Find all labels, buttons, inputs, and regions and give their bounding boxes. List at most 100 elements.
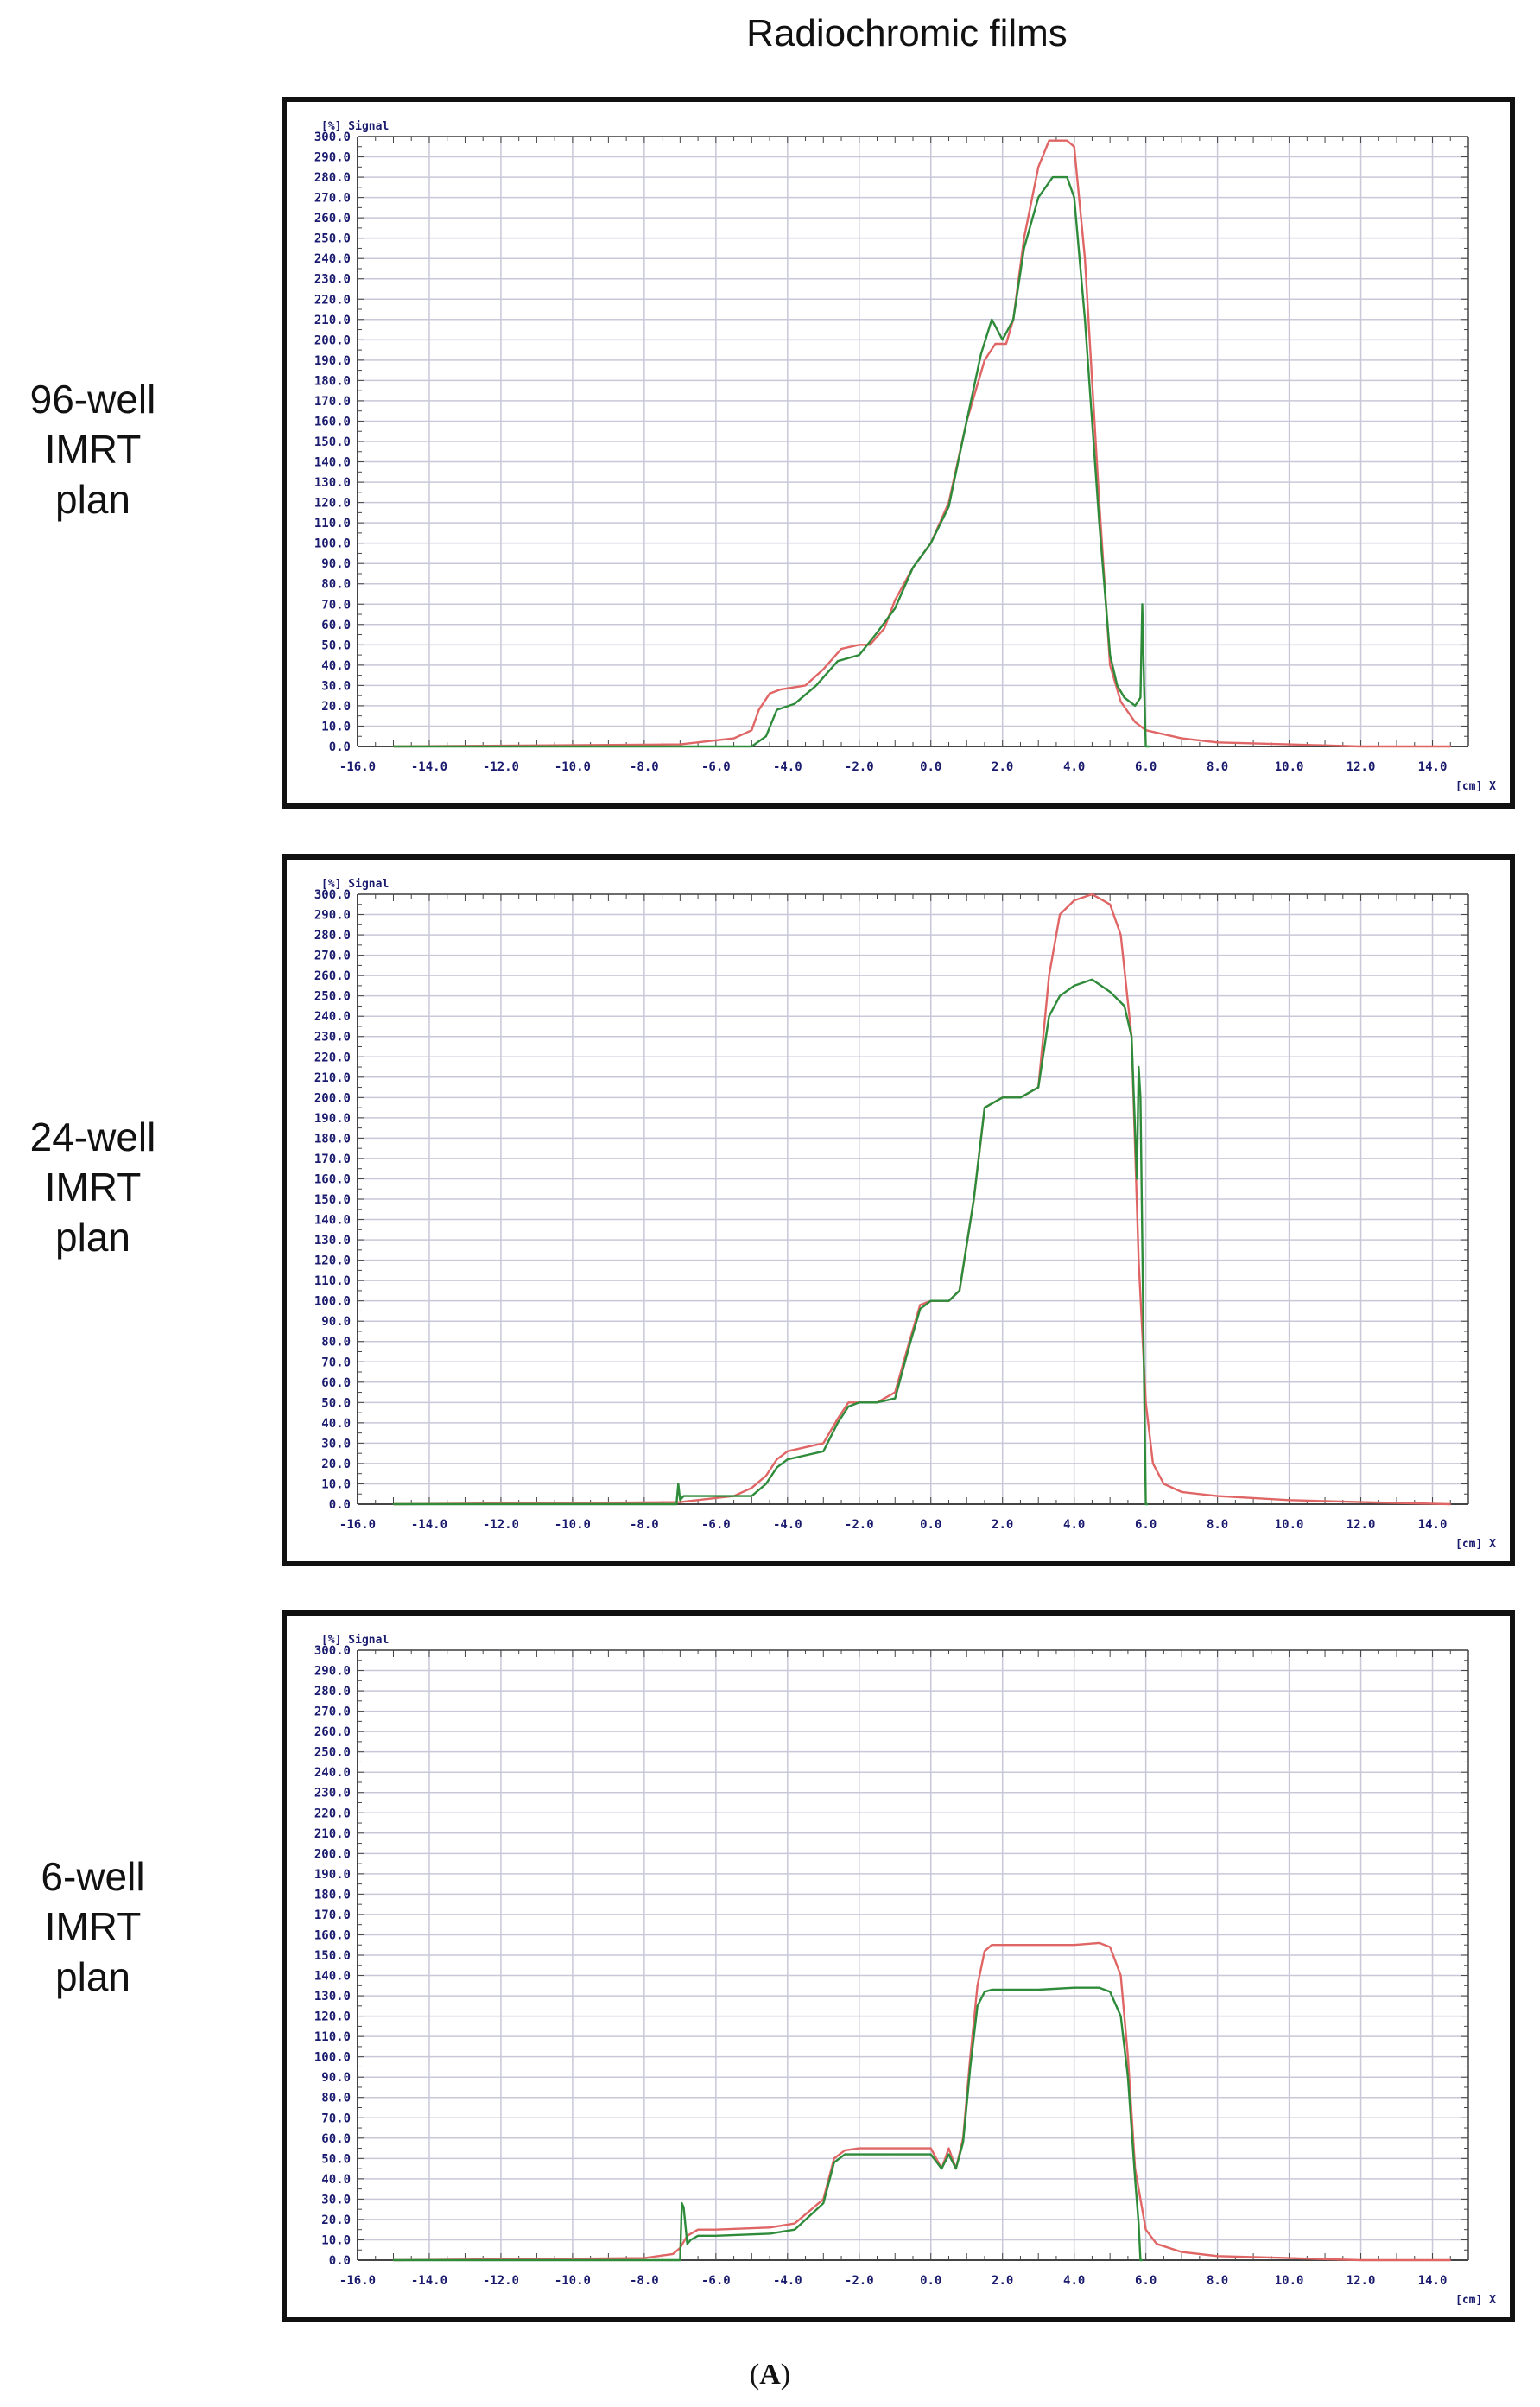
- data-point: [1127, 2055, 1129, 2058]
- y-tick-label: 0.0: [329, 2254, 351, 2268]
- data-point: [1012, 319, 1014, 321]
- data-point: [1449, 1503, 1452, 1505]
- data-point: [847, 1401, 850, 1404]
- data-point: [787, 1451, 789, 1452]
- y-tick-label: 20.0: [321, 2213, 351, 2227]
- y-tick-label: 60.0: [321, 1376, 351, 1390]
- data-point: [929, 2147, 932, 2150]
- y-tick-label: 30.0: [321, 679, 351, 693]
- data-point: [858, 2147, 860, 2150]
- y-tick-label: 20.0: [321, 700, 351, 714]
- data-point: [1181, 1491, 1182, 1493]
- data-point: [679, 1501, 681, 1503]
- data-point: [1134, 2178, 1136, 2180]
- x-tick-label: -4.0: [773, 760, 802, 774]
- data-point: [1146, 1503, 1149, 1505]
- data-point: [947, 2153, 950, 2156]
- data-point: [1216, 1495, 1219, 1497]
- data-point: [1073, 899, 1075, 901]
- chart-panel-24-well: -16.0 -14.0 -12.0 -10.0 -8.0 -6.0 -4.0 -2.0 0.0 2…: [282, 854, 1515, 1566]
- y-tick-label: 110.0: [314, 1274, 351, 1288]
- series-line-green: [393, 175, 1150, 748]
- chart-panel-96-well: -16.0 -14.0 -12.0 -10.0 -8.0 -6.0 -4.0 -2.0 0.0 2…: [282, 97, 1515, 809]
- y-tick-label: 160.0: [314, 1172, 351, 1186]
- x-tick-label: 14.0: [1418, 760, 1448, 774]
- y-tick-label: 80.0: [321, 2092, 351, 2105]
- data-point: [1216, 2255, 1219, 2258]
- data-point: [1019, 1096, 1022, 1099]
- y-tick-label: 250.0: [314, 1746, 351, 1760]
- data-point: [1134, 721, 1136, 723]
- x-tick-label: 8.0: [1207, 760, 1228, 774]
- data-point: [954, 2168, 957, 2169]
- data-point: [1116, 684, 1119, 687]
- data-point: [1144, 2228, 1147, 2231]
- x-tick-label: -14.0: [411, 1518, 447, 1532]
- y-tick-label: 140.0: [314, 1970, 351, 1984]
- data-point: [919, 1304, 922, 1306]
- y-tick-label: 180.0: [314, 1888, 351, 1902]
- y-tick-label: 250.0: [314, 990, 351, 1004]
- data-point: [697, 2234, 699, 2237]
- data-point: [894, 2147, 897, 2150]
- data-point: [681, 2202, 683, 2204]
- y-tick-label: 60.0: [321, 619, 351, 632]
- y-tick-label: 30.0: [321, 1437, 351, 1451]
- data-point: [1037, 196, 1039, 199]
- data-point: [1119, 1974, 1122, 1977]
- y-tick-label: 120.0: [314, 2010, 351, 2024]
- data-point: [837, 1418, 839, 1419]
- data-point: [776, 1466, 778, 1469]
- data-point: [682, 1495, 685, 1497]
- data-point: [894, 607, 897, 609]
- data-point: [1073, 145, 1075, 148]
- y-tick-label: 0.0: [329, 740, 351, 754]
- y-tick-label: 280.0: [314, 929, 351, 943]
- data-point: [1109, 1946, 1111, 1948]
- data-point: [1127, 2076, 1129, 2078]
- data-point: [1023, 247, 1025, 250]
- x-tick-label: -12.0: [483, 760, 519, 774]
- data-point: [1288, 1499, 1290, 1502]
- y-tick-label: 230.0: [314, 273, 351, 287]
- data-point: [1051, 176, 1054, 178]
- x-tick-label: -8.0: [630, 2274, 659, 2288]
- y-tick-label: 120.0: [314, 497, 351, 511]
- data-point: [1156, 2243, 1157, 2245]
- data-point: [1001, 339, 1004, 341]
- data-point: [919, 1308, 922, 1310]
- data-point: [765, 735, 767, 738]
- data-point: [1059, 913, 1061, 916]
- data-point: [984, 1107, 985, 1108]
- y-axis-title: [%] Signal: [321, 878, 389, 891]
- y-tick-label: 110.0: [314, 517, 351, 530]
- data-point: [844, 2153, 846, 2156]
- data-point: [1359, 2259, 1362, 2261]
- data-point: [715, 2228, 717, 2231]
- data-point: [1181, 737, 1182, 740]
- data-point: [732, 737, 735, 740]
- data-point: [1144, 1503, 1147, 1505]
- y-tick-label: 170.0: [314, 1153, 351, 1166]
- x-tick-label: -6.0: [701, 760, 731, 774]
- y-tick-label: 300.0: [314, 888, 351, 902]
- data-point: [991, 1944, 993, 1947]
- chart-24-well: -16.0 -14.0 -12.0 -10.0 -8.0 -6.0 -4.0 -2.0 0.0 2…: [314, 878, 1496, 1551]
- x-tick-label: 6.0: [1135, 1518, 1157, 1532]
- y-tick-label: 240.0: [314, 1766, 351, 1780]
- y-tick-label: 280.0: [314, 171, 351, 185]
- data-point: [844, 2150, 846, 2151]
- y-tick-label: 300.0: [314, 130, 351, 144]
- y-tick-label: 240.0: [314, 1010, 351, 1024]
- y-tick-label: 40.0: [321, 659, 351, 673]
- y-tick-label: 50.0: [321, 1396, 351, 1410]
- y-tick-label: 80.0: [321, 578, 351, 592]
- data-point: [1148, 746, 1150, 747]
- data-point: [1048, 139, 1050, 142]
- x-tick-label: 14.0: [1418, 1518, 1448, 1532]
- data-point: [1288, 2257, 1290, 2259]
- data-point: [1131, 1035, 1132, 1038]
- data-point: [1144, 1401, 1147, 1404]
- y-tick-label: 70.0: [321, 2112, 351, 2125]
- y-tick-label: 80.0: [321, 1336, 351, 1350]
